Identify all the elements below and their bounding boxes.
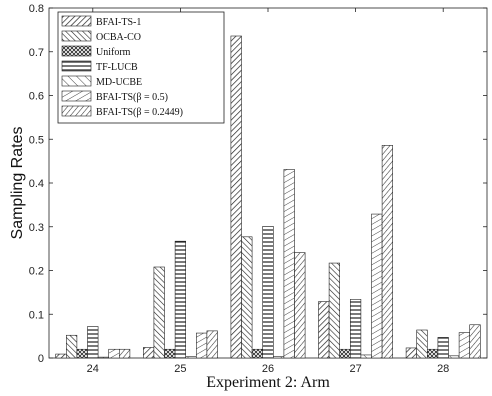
bar-ocba-co-25 xyxy=(153,266,165,359)
bar-tf-lucb-25 xyxy=(174,240,187,359)
legend-swatch xyxy=(61,15,92,27)
y-axis-title: Sampling Rates xyxy=(9,127,26,240)
x-axis-ticks: 24 25 26 27 28 xyxy=(87,8,449,375)
bar-ocba-co-27 xyxy=(328,262,341,359)
legend-label: BFAI-TS(β = 0.2449) xyxy=(96,107,183,118)
bar-md-ucbe-27 xyxy=(360,354,372,359)
legend-swatch xyxy=(61,60,92,72)
bar-bfai-ts-0-5--24 xyxy=(108,348,120,359)
legend-label: Uniform xyxy=(96,47,131,58)
bars xyxy=(55,35,481,359)
bar-bfai-ts-0-2449--28 xyxy=(469,324,481,359)
y-tick-label: 0 xyxy=(38,353,44,365)
bar-bfai-ts-1-26 xyxy=(230,35,242,359)
legend: BFAI-TS-1 OCBA-CO Uniform TF-LUCB MD-UCBE BFA… xyxy=(57,11,225,124)
bar-md-ucbe-24 xyxy=(97,356,109,359)
legend-label: BFAI-TS-1 xyxy=(96,17,141,28)
bar-tf-lucb-24 xyxy=(87,326,99,359)
bar-bfai-ts-0-5--27 xyxy=(371,213,383,359)
bar-bfai-ts-0-5--26 xyxy=(283,169,295,359)
y-tick-label: 0.7 xyxy=(29,47,44,59)
legend-label: TF-LUCB xyxy=(96,62,138,73)
legend-swatch xyxy=(61,90,92,102)
legend-swatch xyxy=(61,45,92,57)
bar-bfai-ts-0-2449--26 xyxy=(294,252,306,359)
bar-bfai-ts-1-28 xyxy=(405,347,418,359)
x-tick-label: 25 xyxy=(174,363,186,375)
x-tick-label: 27 xyxy=(349,363,361,375)
bar-uniform-25 xyxy=(164,348,176,359)
legend-swatch xyxy=(61,105,92,117)
y-tick-label: 0.6 xyxy=(29,91,44,103)
x-tick-label: 28 xyxy=(437,363,449,375)
bar-tf-lucb-26 xyxy=(262,226,274,359)
legend-swatch xyxy=(61,75,92,87)
y-tick-label: 0.3 xyxy=(29,222,44,234)
y-tick-label: 0.1 xyxy=(29,309,44,321)
y-tick-label: 0.8 xyxy=(29,3,44,15)
bar-bfai-ts-0-5--28 xyxy=(458,332,471,359)
y-axis-ticks: 0 0.1 0.2 0.3 0.4 0.5 0.6 0.7 0.8 xyxy=(29,3,487,365)
legend-label: MD-UCBE xyxy=(96,77,142,88)
bar-bfai-ts-1-24 xyxy=(55,353,67,359)
bar-uniform-24 xyxy=(76,348,88,359)
legend-label: BFAI-TS(β = 0.5) xyxy=(96,92,168,103)
bar-md-ucbe-25 xyxy=(185,356,197,359)
bar-bfai-ts-0-2449--27 xyxy=(381,145,394,359)
legend-swatch xyxy=(61,30,92,42)
x-axis-title: Experiment 2: Arm xyxy=(206,374,330,391)
y-tick-label: 0.5 xyxy=(29,134,44,146)
bar-uniform-28 xyxy=(426,348,439,359)
bar-tf-lucb-28 xyxy=(437,337,449,359)
bar-tf-lucb-27 xyxy=(349,299,362,359)
legend-label: OCBA-CO xyxy=(96,32,141,43)
bar-bfai-ts-0-5--25 xyxy=(196,332,208,359)
bar-bfai-ts-1-25 xyxy=(143,347,155,359)
bar-ocba-co-26 xyxy=(241,236,253,359)
bar-bfai-ts-0-2449--24 xyxy=(119,348,131,359)
y-tick-label: 0.2 xyxy=(29,266,44,278)
y-tick-label: 0.4 xyxy=(29,178,44,190)
bar-bfai-ts-1-27 xyxy=(318,301,330,359)
bar-bfai-ts-0-2449--25 xyxy=(206,330,218,359)
x-tick-label: 26 xyxy=(262,363,274,375)
bar-ocba-co-28 xyxy=(416,329,428,359)
bar-uniform-27 xyxy=(339,348,351,359)
bar-uniform-26 xyxy=(251,348,264,359)
x-tick-label: 24 xyxy=(87,363,99,375)
bar-md-ucbe-26 xyxy=(272,356,285,359)
bar-md-ucbe-28 xyxy=(448,355,460,359)
bar-ocba-co-24 xyxy=(66,334,78,359)
